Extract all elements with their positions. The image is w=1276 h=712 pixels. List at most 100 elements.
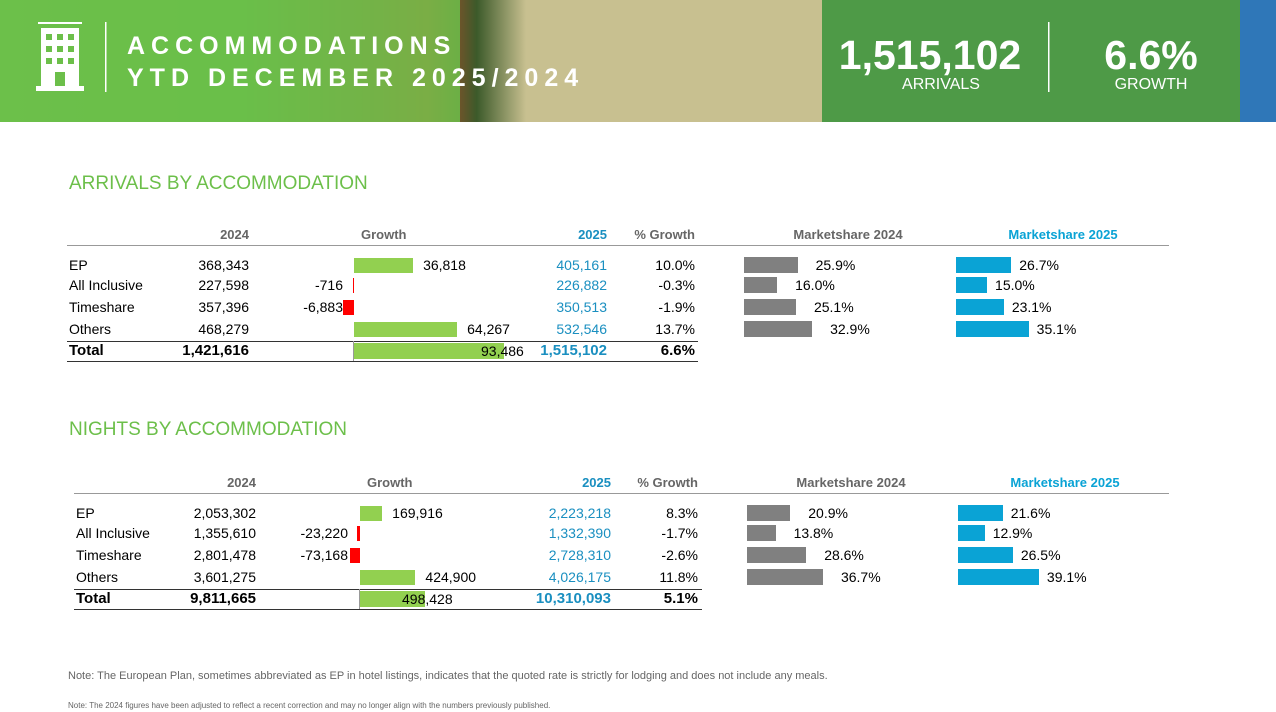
cell: 32.9% (830, 321, 870, 337)
column-header: Growth (367, 475, 413, 490)
total-cell: 1,515,102 (540, 342, 607, 359)
total-cell: 5.1% (663, 590, 698, 607)
cell: 2,053,302 (193, 505, 256, 521)
share-bar-2025 (958, 525, 985, 541)
share-bar-2025 (956, 321, 1029, 337)
column-header: Marketshare 2025 (1010, 475, 1120, 490)
growth-bar (350, 547, 360, 563)
growth-bar (360, 591, 425, 607)
total-cell: 9,811,665 (190, 590, 256, 607)
share-bar-2025 (958, 547, 1013, 563)
cell: 357,396 (198, 299, 249, 315)
cell: 1,355,610 (193, 525, 256, 541)
share-bar-2025 (956, 257, 1012, 273)
growth-bar (354, 343, 504, 359)
cell: 39.1% (1046, 569, 1087, 585)
cell: 13.8% (793, 525, 834, 541)
section-title: NIGHTS BY ACCOMMODATION (69, 419, 347, 440)
growth-bar (360, 569, 416, 585)
header-subtitle: YTD DECEMBER 2025/2024 (127, 64, 585, 92)
total-cell: 93,486 (481, 343, 524, 359)
note: Note: The European Plan, sometimes abbre… (68, 670, 828, 682)
cell: 36,818 (423, 257, 466, 273)
cell: -716 (314, 277, 343, 293)
total-rule (67, 361, 698, 362)
cell: 25.1% (813, 299, 854, 315)
cell: 23.1% (1011, 299, 1052, 315)
share-bar-2025 (958, 505, 1003, 521)
cell: 3,601,275 (193, 569, 256, 585)
cell: 20.9% (808, 505, 848, 521)
cell: 36.7% (840, 569, 881, 585)
header-rule (67, 245, 1169, 246)
growth-bar (354, 257, 414, 273)
cell: 226,882 (556, 277, 607, 293)
cell: -0.3% (658, 277, 695, 293)
note: Note: The 2024 figures have been adjuste… (68, 701, 551, 710)
total-cell: 10,310,093 (535, 590, 611, 607)
share-bar-2024 (747, 525, 776, 541)
share-bar-2025 (958, 569, 1039, 585)
growth-bar (354, 321, 458, 337)
share-bar-2025 (956, 277, 988, 293)
column-header: % Growth (634, 227, 695, 242)
header-rule (74, 493, 1169, 494)
growth-bar (356, 525, 360, 541)
cell: 2,801,478 (193, 547, 256, 563)
share-bar-2024 (744, 321, 813, 337)
growth-bar (360, 505, 383, 521)
cell: -73,168 (300, 547, 348, 563)
cell: 4,026,175 (548, 569, 611, 585)
cell: -23,220 (300, 525, 348, 541)
share-bar-2024 (747, 505, 791, 521)
row-label: Timeshare (69, 299, 135, 315)
section-title: ARRIVALS BY ACCOMMODATION (69, 173, 368, 194)
cell: 13.7% (655, 321, 695, 337)
cell: 28.6% (824, 547, 864, 563)
total-rule (67, 341, 698, 342)
row-label: EP (76, 505, 95, 521)
growth-bar (352, 277, 354, 293)
column-header: Marketshare 2024 (793, 227, 903, 242)
total-cell: 498,428 (402, 591, 453, 607)
row-label: Others (69, 321, 112, 337)
column-header: % Growth (637, 475, 698, 490)
growth-kpi-label: GROWTH (1114, 76, 1188, 93)
cell: 25.9% (815, 257, 856, 273)
cell: 21.6% (1010, 505, 1051, 521)
column-header: 2025 (582, 475, 611, 490)
cell: 227,598 (198, 277, 249, 293)
arrivals-kpi-label: ARRIVALS (902, 76, 980, 93)
cell: 532,546 (556, 321, 607, 337)
row-label: Timeshare (76, 547, 142, 563)
total-cell: 1,421,616 (182, 342, 249, 359)
row-label: All Inclusive (69, 277, 143, 293)
growth-bar (342, 299, 354, 315)
cell: 16.0% (795, 277, 835, 293)
cell: 2,223,218 (548, 505, 611, 521)
cell-divider (353, 341, 354, 361)
column-header: 2024 (227, 475, 256, 490)
cell: -2.6% (661, 547, 698, 563)
share-bar-2025 (956, 299, 1004, 315)
cell: 11.8% (659, 569, 698, 585)
total-label: Total (76, 590, 111, 607)
cell: 1,332,390 (548, 525, 611, 541)
arrivals-kpi: 1,515,102 (838, 32, 1022, 78)
share-bar-2024 (744, 257, 798, 273)
cell: 169,916 (392, 505, 443, 521)
column-header: Marketshare 2025 (1008, 227, 1118, 242)
column-header: Marketshare 2024 (796, 475, 906, 490)
header-title: ACCOMMODATIONS (127, 32, 457, 60)
total-rule (74, 609, 702, 610)
cell-divider (359, 589, 360, 609)
row-label: Others (76, 569, 119, 585)
cell: 15.0% (995, 277, 1035, 293)
cell: 350,513 (556, 299, 607, 315)
row-label: EP (69, 257, 88, 273)
cell: 468,279 (198, 321, 249, 337)
cell: 10.0% (655, 257, 695, 273)
cell: 26.5% (1020, 547, 1061, 563)
cell: -1.7% (661, 525, 698, 541)
